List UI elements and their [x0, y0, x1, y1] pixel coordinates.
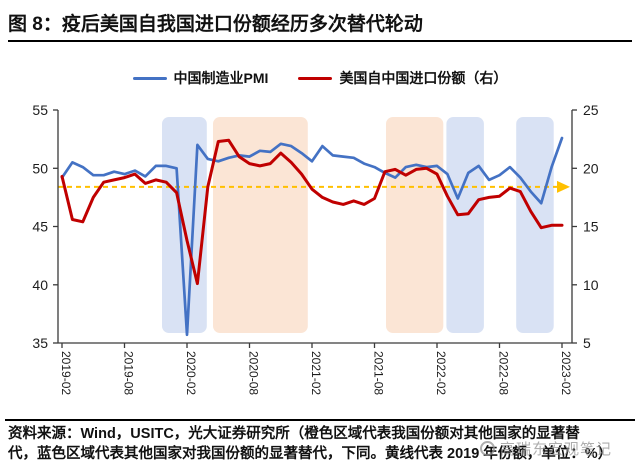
orange-band: [386, 117, 444, 333]
watermark: 高瑞东宏观笔记: [480, 438, 612, 459]
import-share-line: [60, 138, 564, 286]
pmi-legend-label: 中国制造业PMI: [173, 70, 269, 86]
watermark-logo-icon: [480, 441, 495, 456]
left-axis-tick-label: 50: [32, 160, 48, 176]
blue-band: [516, 117, 554, 333]
footer-divider: [5, 419, 635, 421]
right-axis-tick-label: 10: [583, 277, 599, 293]
import-share-legend-label: 美国自中国进口份额（右）: [339, 70, 508, 86]
right-axis-tick-label: 5: [583, 335, 591, 351]
baseline-2019-share: [58, 180, 570, 193]
pmi-line-swatch-icon: [132, 76, 167, 80]
x-axis-tick-label: 2019-08: [122, 351, 136, 395]
source-note-line1: 资料来源：Wind，USITC，光大证券研究所（橙色区域代表我国份额对其他国家的…: [8, 426, 580, 442]
chart-legend: 中国制造业PMI 美国自中国进口份额（右）: [0, 68, 640, 88]
x-axis-tick-label: 2020-08: [247, 351, 261, 395]
right-axis-tick-label: 25: [583, 102, 599, 118]
x-axis-tick-label: 2023-02: [559, 351, 573, 395]
right-axis-tick-label: 20: [583, 160, 599, 176]
baseline-arrow-icon: [557, 180, 570, 193]
axes: [53, 109, 577, 348]
legend-item-pmi: 中国制造业PMI: [132, 68, 269, 88]
axis-labels: 55 50 45 40 35 25 20 15 10 5 2019-02 2019-08 2020-02…: [32, 102, 598, 395]
substitution-bands: [162, 117, 554, 333]
left-axis-tick-label: 55: [32, 102, 48, 118]
blue-band: [446, 117, 484, 333]
watermark-text: 高瑞东宏观笔记: [500, 441, 613, 458]
x-axis-tick-label: 2022-02: [434, 351, 448, 395]
x-axis-tick-label: 2021-02: [309, 351, 323, 395]
title-underline: [8, 40, 632, 42]
right-axis-tick-label: 15: [583, 219, 599, 235]
left-axis-tick-label: 35: [32, 335, 48, 351]
x-axis-tick-label: 2020-02: [184, 351, 198, 395]
left-axis-tick-label: 40: [32, 277, 48, 293]
orange-band: [213, 117, 308, 333]
source-note-line2: 代，蓝色区域代表其他国家对我国份额的显著替代，下同。黄线代表 2019 年份额，…: [8, 446, 613, 462]
x-axis-tick-label: 2019-02: [59, 351, 73, 395]
x-axis-tick-label: 2022-08: [497, 351, 511, 395]
legend-item-import-share: 美国自中国进口份额（右）: [298, 68, 507, 88]
x-axis-tick-label: 2021-08: [372, 351, 386, 395]
left-axis-tick-label: 45: [32, 219, 48, 235]
pmi-line: [60, 136, 564, 337]
source-note: 资料来源：Wind，USITC，光大证券研究所（橙色区域代表我国份额对其他国家的…: [8, 424, 634, 464]
import-share-line-swatch-icon: [298, 76, 333, 80]
chart-title: 图 8：疫后美国自我国进口份额经历多次替代轮动: [8, 14, 423, 35]
